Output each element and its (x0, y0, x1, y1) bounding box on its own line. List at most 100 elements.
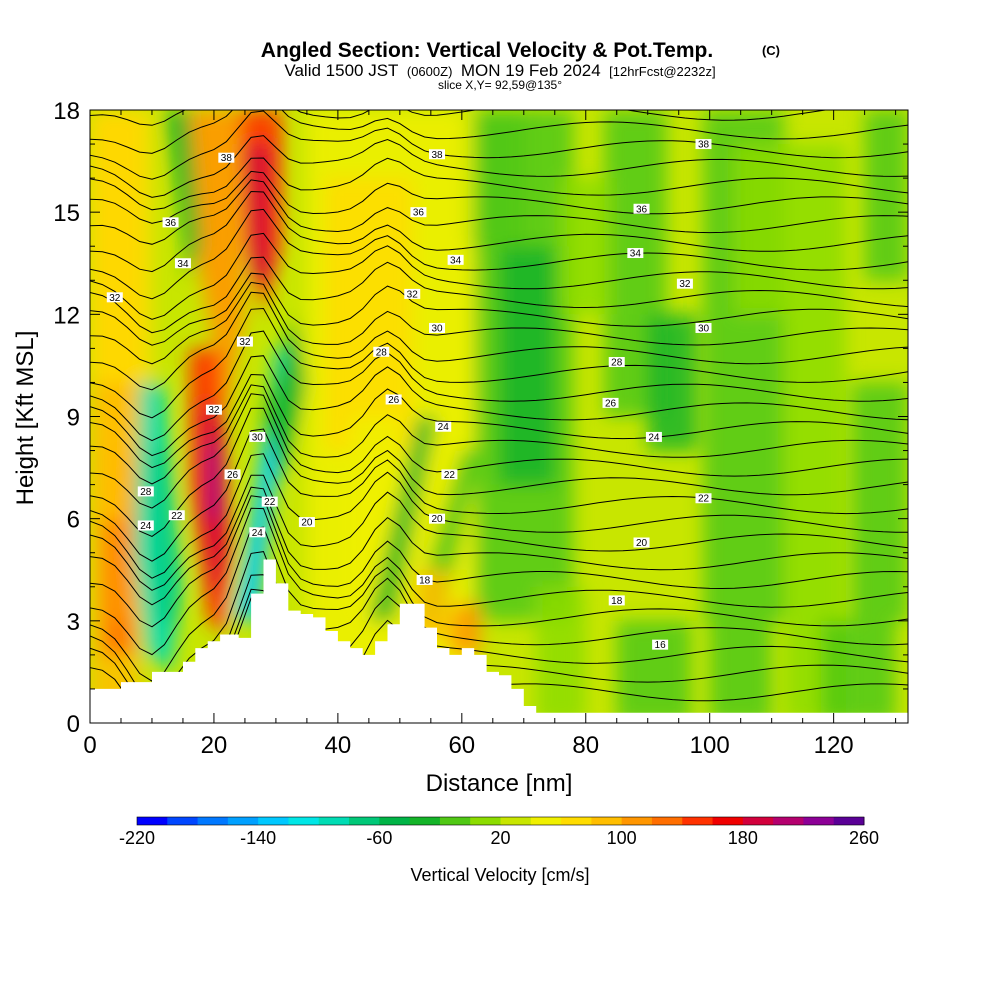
y-tick-label: 18 (53, 98, 80, 125)
isentrope-line (90, 407, 908, 537)
colorbar-swatch (500, 817, 532, 825)
colorbar-swatch (773, 817, 804, 825)
svg-text:18: 18 (611, 596, 623, 607)
copyright-mark: (C) (762, 43, 780, 58)
contour-label: 22 (261, 496, 278, 508)
isentrope-line (90, 307, 908, 419)
svg-text:34: 34 (630, 249, 642, 260)
contour-label: 32 (106, 292, 123, 304)
colorbar-swatch (833, 817, 865, 825)
colorbar-tick-label: -140 (240, 828, 276, 848)
valid-prefix: Valid 1500 JST (284, 61, 398, 80)
colorbar-swatch (349, 817, 380, 825)
svg-text:34: 34 (177, 259, 189, 270)
y-tick-label: 9 (67, 405, 80, 432)
contour-label: 34 (627, 248, 644, 260)
isentrope-line (90, 179, 908, 245)
svg-text:30: 30 (252, 432, 264, 443)
contour-label: 38 (695, 139, 712, 151)
isentrope-line (90, 291, 908, 391)
contour-label: 38 (218, 152, 235, 164)
contour-label: 24 (435, 421, 452, 433)
colorbar-swatch (651, 817, 683, 825)
svg-text:28: 28 (140, 487, 152, 498)
colorbar-ticks: -220 -140 -60 20 100 180 260 (119, 828, 879, 848)
contour-label: 22 (695, 493, 712, 505)
colorbar-swatch (258, 817, 289, 825)
forecast-info: [12hrFcst@2232z] (609, 64, 715, 79)
terrain (90, 559, 908, 723)
isentrope-line (90, 373, 908, 469)
isentrope-line (90, 170, 908, 224)
svg-text:30: 30 (431, 323, 443, 334)
svg-text:20: 20 (301, 518, 313, 529)
isentrope-line (90, 135, 908, 198)
svg-text:24: 24 (140, 521, 152, 532)
svg-text:26: 26 (605, 398, 617, 409)
contour-label: 26 (602, 397, 619, 409)
colorbar-swatch (227, 817, 259, 825)
colorbar-frame (136, 816, 865, 826)
isentrope-line (90, 330, 908, 442)
y-tick-label: 6 (67, 507, 80, 534)
colorbar-label: Vertical Velocity [cm/s] (410, 865, 589, 885)
terrain-mask (90, 559, 908, 723)
isentrope-line (90, 384, 908, 485)
svg-text:24: 24 (252, 528, 264, 539)
svg-text:32: 32 (109, 293, 121, 304)
contour-label: 30 (249, 431, 266, 443)
contour-label: 16 (652, 639, 669, 651)
isentrope-line (90, 453, 908, 579)
colorbar-swatch (621, 817, 653, 825)
colorbar-swatch (197, 817, 229, 825)
x-tick-label: 100 (690, 732, 730, 759)
isentrope-line (90, 486, 908, 606)
potential-temperature-contours (90, 110, 908, 723)
x-tick-label: 40 (325, 732, 352, 759)
contour-label: 22 (168, 510, 185, 522)
contour-label: 18 (416, 574, 433, 586)
svg-text:20: 20 (431, 514, 443, 525)
svg-text:36: 36 (413, 208, 425, 219)
isentrope-line (90, 232, 908, 320)
isentrope-line (90, 256, 908, 334)
svg-text:38: 38 (221, 153, 233, 164)
contour-label: 32 (676, 278, 693, 290)
isentrope-line (90, 355, 908, 457)
contour-label: 22 (441, 469, 458, 481)
colorbar-swatch (742, 817, 774, 825)
colorbar-swatch (318, 817, 350, 825)
colorbar-tick-label: -60 (366, 828, 392, 848)
svg-text:26: 26 (227, 470, 239, 481)
contour-label: 36 (410, 207, 427, 219)
plot-area: 38 38 38 36 36 36 34 34 34 32 32 32 32 32 30 30 30 28 28 28… (90, 110, 908, 723)
isentrope-line (90, 208, 908, 300)
isentrope-line (90, 281, 908, 365)
isentrope-line (90, 507, 908, 656)
chart-title: Angled Section: Vertical Velocity & Pot.… (261, 39, 713, 62)
contour-label: 24 (249, 527, 266, 539)
contour-label: 28 (373, 346, 390, 358)
y-axis-label: Height [Kft MSL] (12, 331, 39, 506)
colorbar-swatch (470, 817, 501, 825)
colorbar-swatch (167, 817, 199, 825)
contour-label: 32 (404, 288, 421, 300)
colorbar-swatch (530, 817, 562, 825)
colorbar-swatch (137, 817, 168, 825)
isentrope-line (90, 110, 908, 180)
svg-text:18: 18 (419, 575, 431, 586)
y-tick-label: 15 (53, 200, 80, 227)
contour-label: 34 (174, 258, 191, 270)
x-tick-label: 0 (83, 732, 96, 759)
utc-time: (0600Z) (407, 64, 453, 79)
svg-text:36: 36 (165, 218, 177, 229)
contour-label: 20 (429, 513, 446, 525)
isentrope-line (90, 474, 908, 591)
y-tick-label: 12 (53, 302, 80, 329)
colorbar-tick-label: 20 (490, 828, 510, 848)
isentrope-line (90, 157, 908, 211)
contour-label: 28 (608, 357, 625, 369)
svg-text:32: 32 (679, 279, 691, 290)
contour-label: 32 (205, 404, 222, 416)
